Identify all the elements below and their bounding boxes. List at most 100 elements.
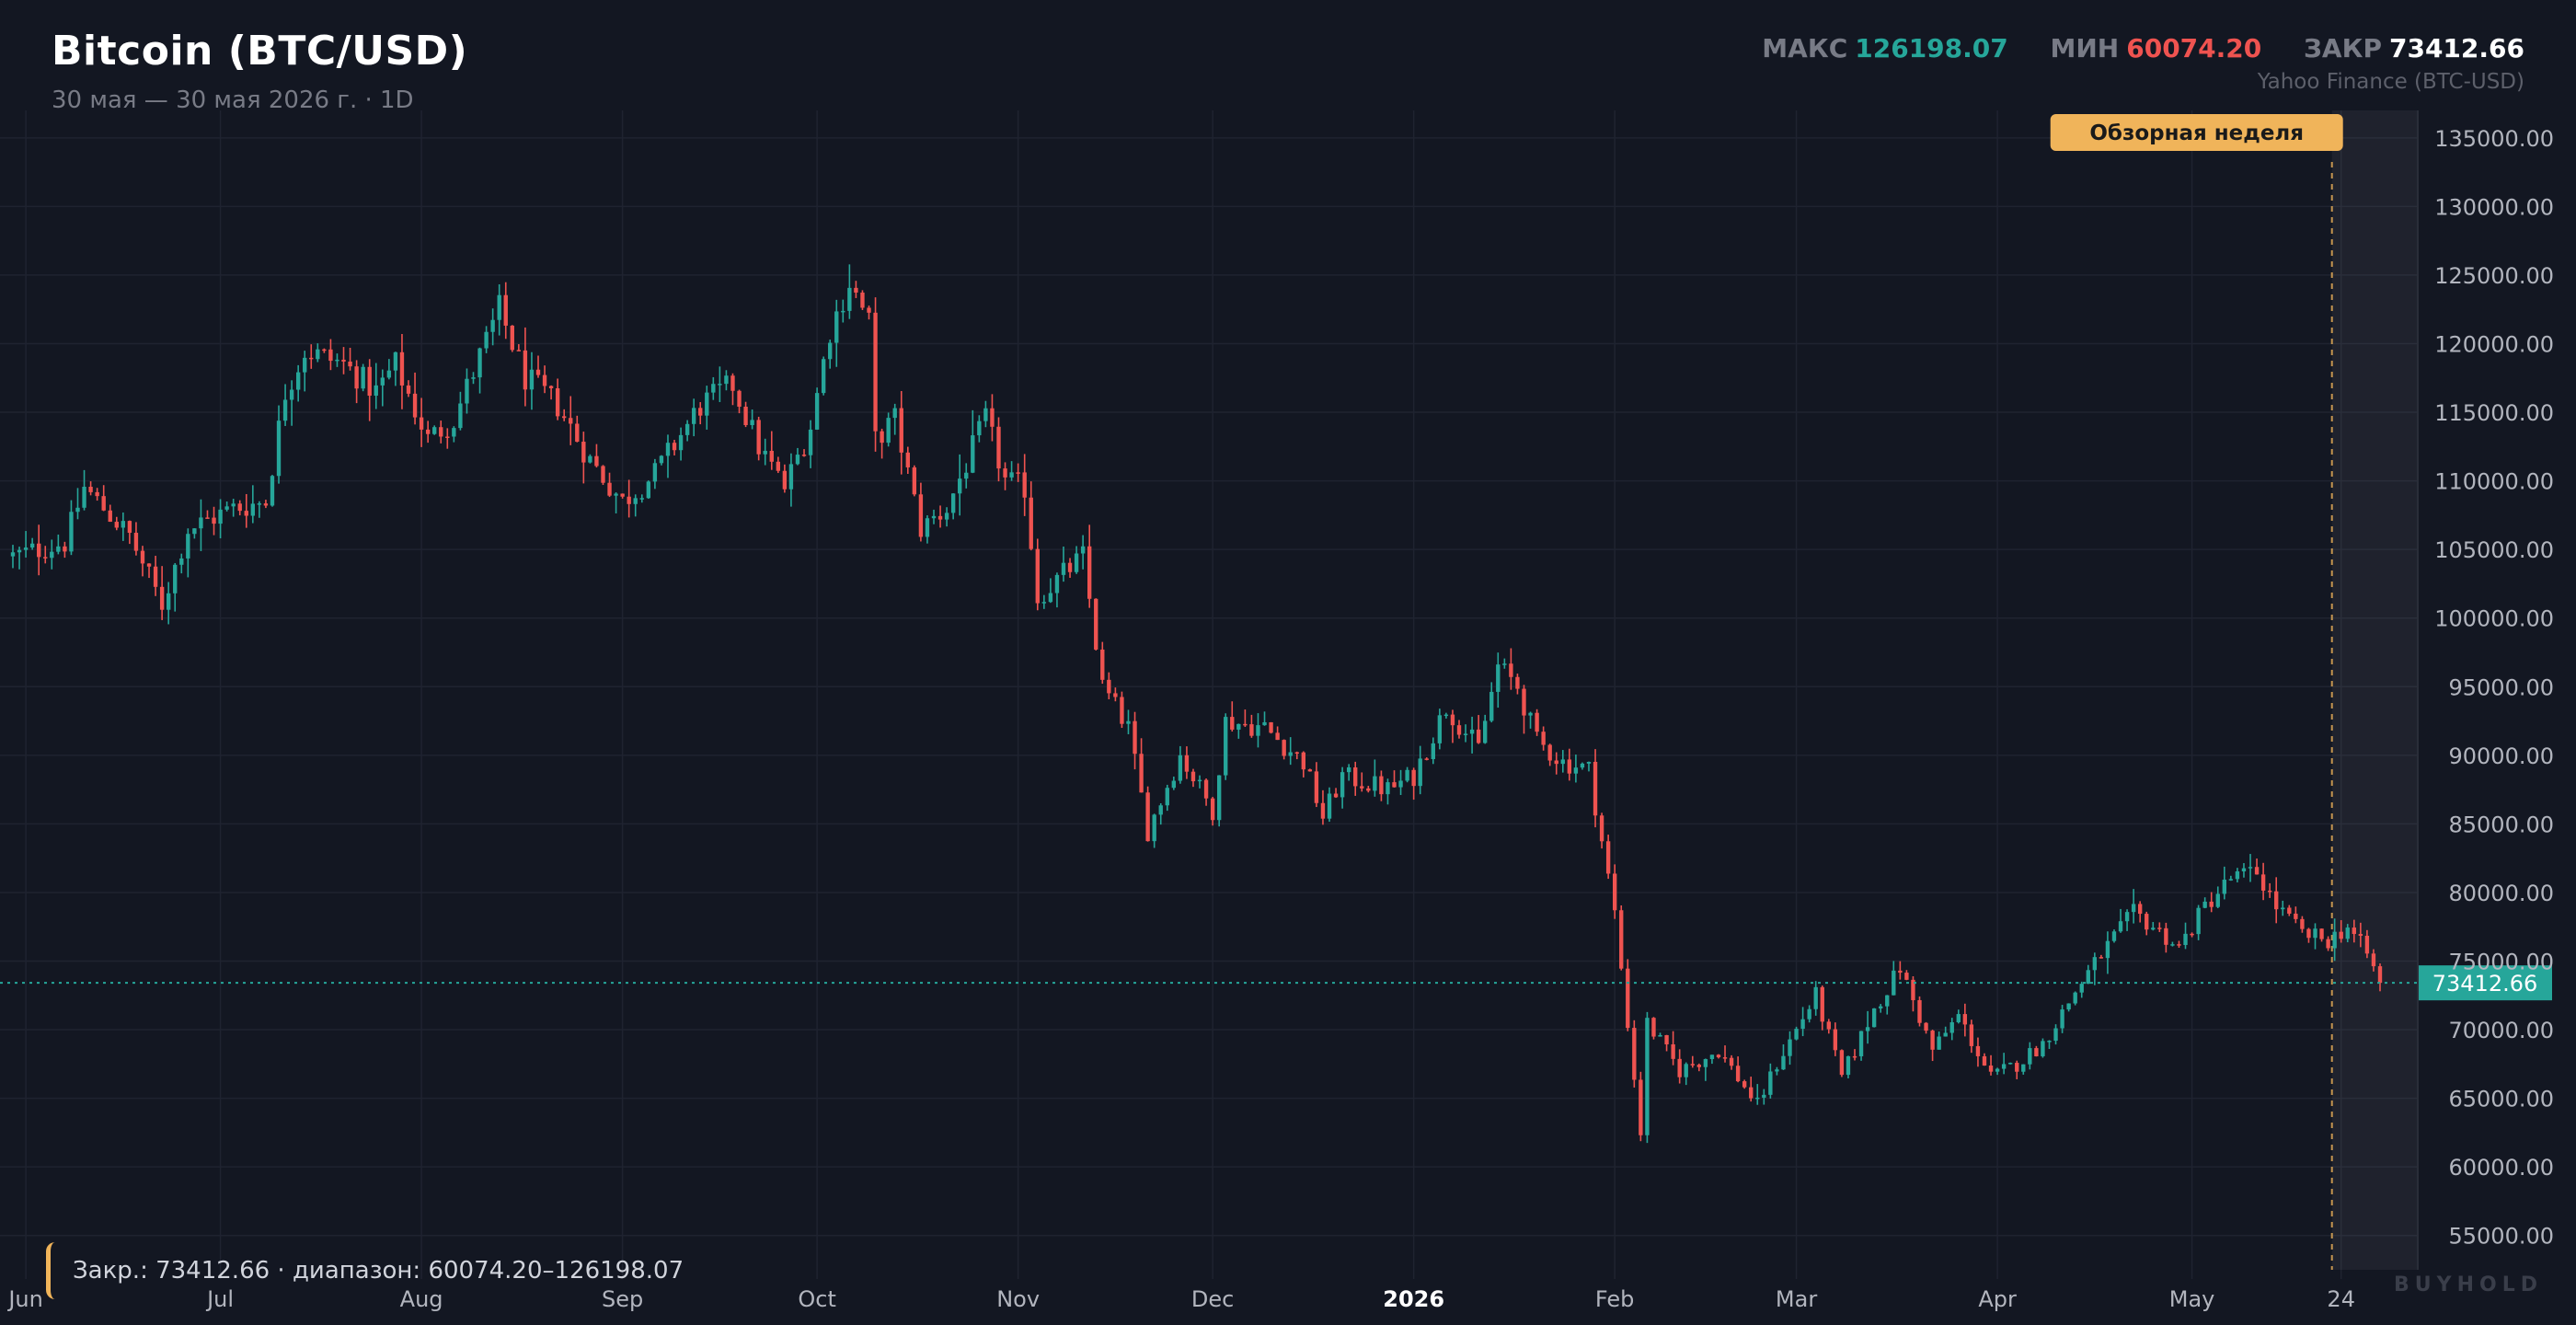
candle-body [905, 452, 910, 467]
candle-body [1463, 733, 1468, 735]
candle-body [672, 443, 677, 451]
candle-body [2092, 957, 2098, 971]
candle-body [1833, 1029, 1838, 1051]
candle-body [756, 420, 761, 455]
candle-body [2015, 1063, 2019, 1072]
candle-body [1249, 724, 1254, 736]
x-tick-label: Nov [996, 1286, 1040, 1312]
candle-body [1282, 740, 1286, 756]
candle-body [1087, 546, 1092, 599]
candle-body [886, 418, 891, 444]
candle-body [2326, 939, 2330, 949]
candle-body [646, 481, 651, 499]
y-tick-label: 80000.00 [2448, 881, 2554, 906]
candle-body [555, 387, 560, 417]
candle-body [1586, 761, 1592, 764]
candle-body [1398, 780, 1403, 788]
candles[interactable] [10, 264, 2383, 1144]
candle-body [1256, 725, 1260, 736]
candle-body [892, 408, 897, 419]
candle-body [788, 464, 794, 490]
candle-body [224, 506, 229, 510]
candle-body [2254, 867, 2260, 875]
candle-body [439, 427, 443, 437]
candle-body [1775, 1069, 1779, 1072]
candle-body [82, 487, 86, 508]
overlays: 73412.66 [0, 965, 2552, 1001]
candle-body [1930, 1031, 1935, 1050]
candle-body [944, 513, 949, 520]
candle-body [361, 366, 365, 389]
candle-body [316, 349, 320, 360]
candle-body [1924, 1022, 1928, 1031]
candle-body [1671, 1043, 1675, 1059]
candle-body [1509, 663, 1513, 677]
candle-body [1022, 472, 1027, 498]
x-tick-label: Apr [1978, 1286, 2017, 1312]
candle-body [847, 287, 852, 311]
candle-body [1314, 771, 1319, 803]
candle-body [1353, 766, 1358, 787]
max-value: 126198.07 [1855, 33, 2008, 63]
x-tick-label: 2026 [1383, 1286, 1444, 1312]
candle-body [808, 429, 813, 455]
candle-body [205, 517, 210, 519]
candle-body [1443, 714, 1449, 717]
candle-body [1879, 1006, 1883, 1008]
candle-body [2274, 891, 2279, 910]
candle-body [1107, 679, 1111, 694]
candle-body [1502, 663, 1507, 665]
candle-body [2319, 928, 2324, 939]
candle-body [581, 442, 586, 463]
candle-body [1911, 979, 1915, 1000]
candle-body [1716, 1054, 1721, 1058]
candle-body [2111, 931, 2117, 941]
candle-body [186, 534, 190, 559]
max-label: МАКС [1762, 33, 1848, 63]
candle-body [69, 512, 74, 552]
candle-body [458, 403, 463, 429]
candle-body [2028, 1048, 2032, 1065]
candle-body [1405, 769, 1409, 781]
candle-body [471, 377, 476, 379]
data-source: Yahoo Finance (BTC-USD) [2257, 70, 2524, 94]
candle-body [1288, 752, 1293, 756]
candle-body [1813, 986, 1818, 1009]
candle-body [801, 455, 807, 456]
candle-body [2047, 1041, 2052, 1043]
x-tick-label: Aug [400, 1286, 443, 1312]
candle-body [1320, 802, 1326, 819]
x-tick-label: Sep [602, 1286, 643, 1312]
candle-body [867, 307, 871, 313]
candle-body [237, 503, 242, 512]
candle-body [2222, 880, 2227, 894]
candle-body [1346, 766, 1351, 773]
candle-body [1327, 793, 1332, 819]
candle-body [1386, 782, 1390, 795]
chart-subtitle: 30 мая — 30 мая 2026 г. · 1D [52, 86, 414, 114]
x-tick-label: Jul [205, 1286, 234, 1312]
y-tick-label: 100000.00 [2434, 606, 2554, 632]
candle-body [1619, 910, 1624, 969]
close-value: 73412.66 [2388, 33, 2524, 63]
candle-body [665, 443, 671, 456]
candle-body [964, 472, 969, 479]
candle-body [1788, 1039, 1792, 1056]
candle-body [1839, 1050, 1845, 1076]
candle-body [542, 374, 547, 386]
candle-body [2287, 907, 2292, 914]
candle-body [1612, 873, 1617, 911]
candle-body [2281, 907, 2285, 910]
candle-body [341, 359, 346, 362]
candle-body [691, 408, 696, 424]
candle-body [750, 420, 754, 426]
candle-body [925, 518, 930, 537]
close-label: ЗАКР [2304, 33, 2382, 63]
x-tick-label: Feb [1595, 1286, 1635, 1312]
y-tick-label: 70000.00 [2448, 1018, 2554, 1043]
candle-body [406, 385, 411, 394]
candle-body [711, 384, 716, 393]
candle-body [834, 311, 839, 343]
candle-body [1755, 1097, 1760, 1100]
